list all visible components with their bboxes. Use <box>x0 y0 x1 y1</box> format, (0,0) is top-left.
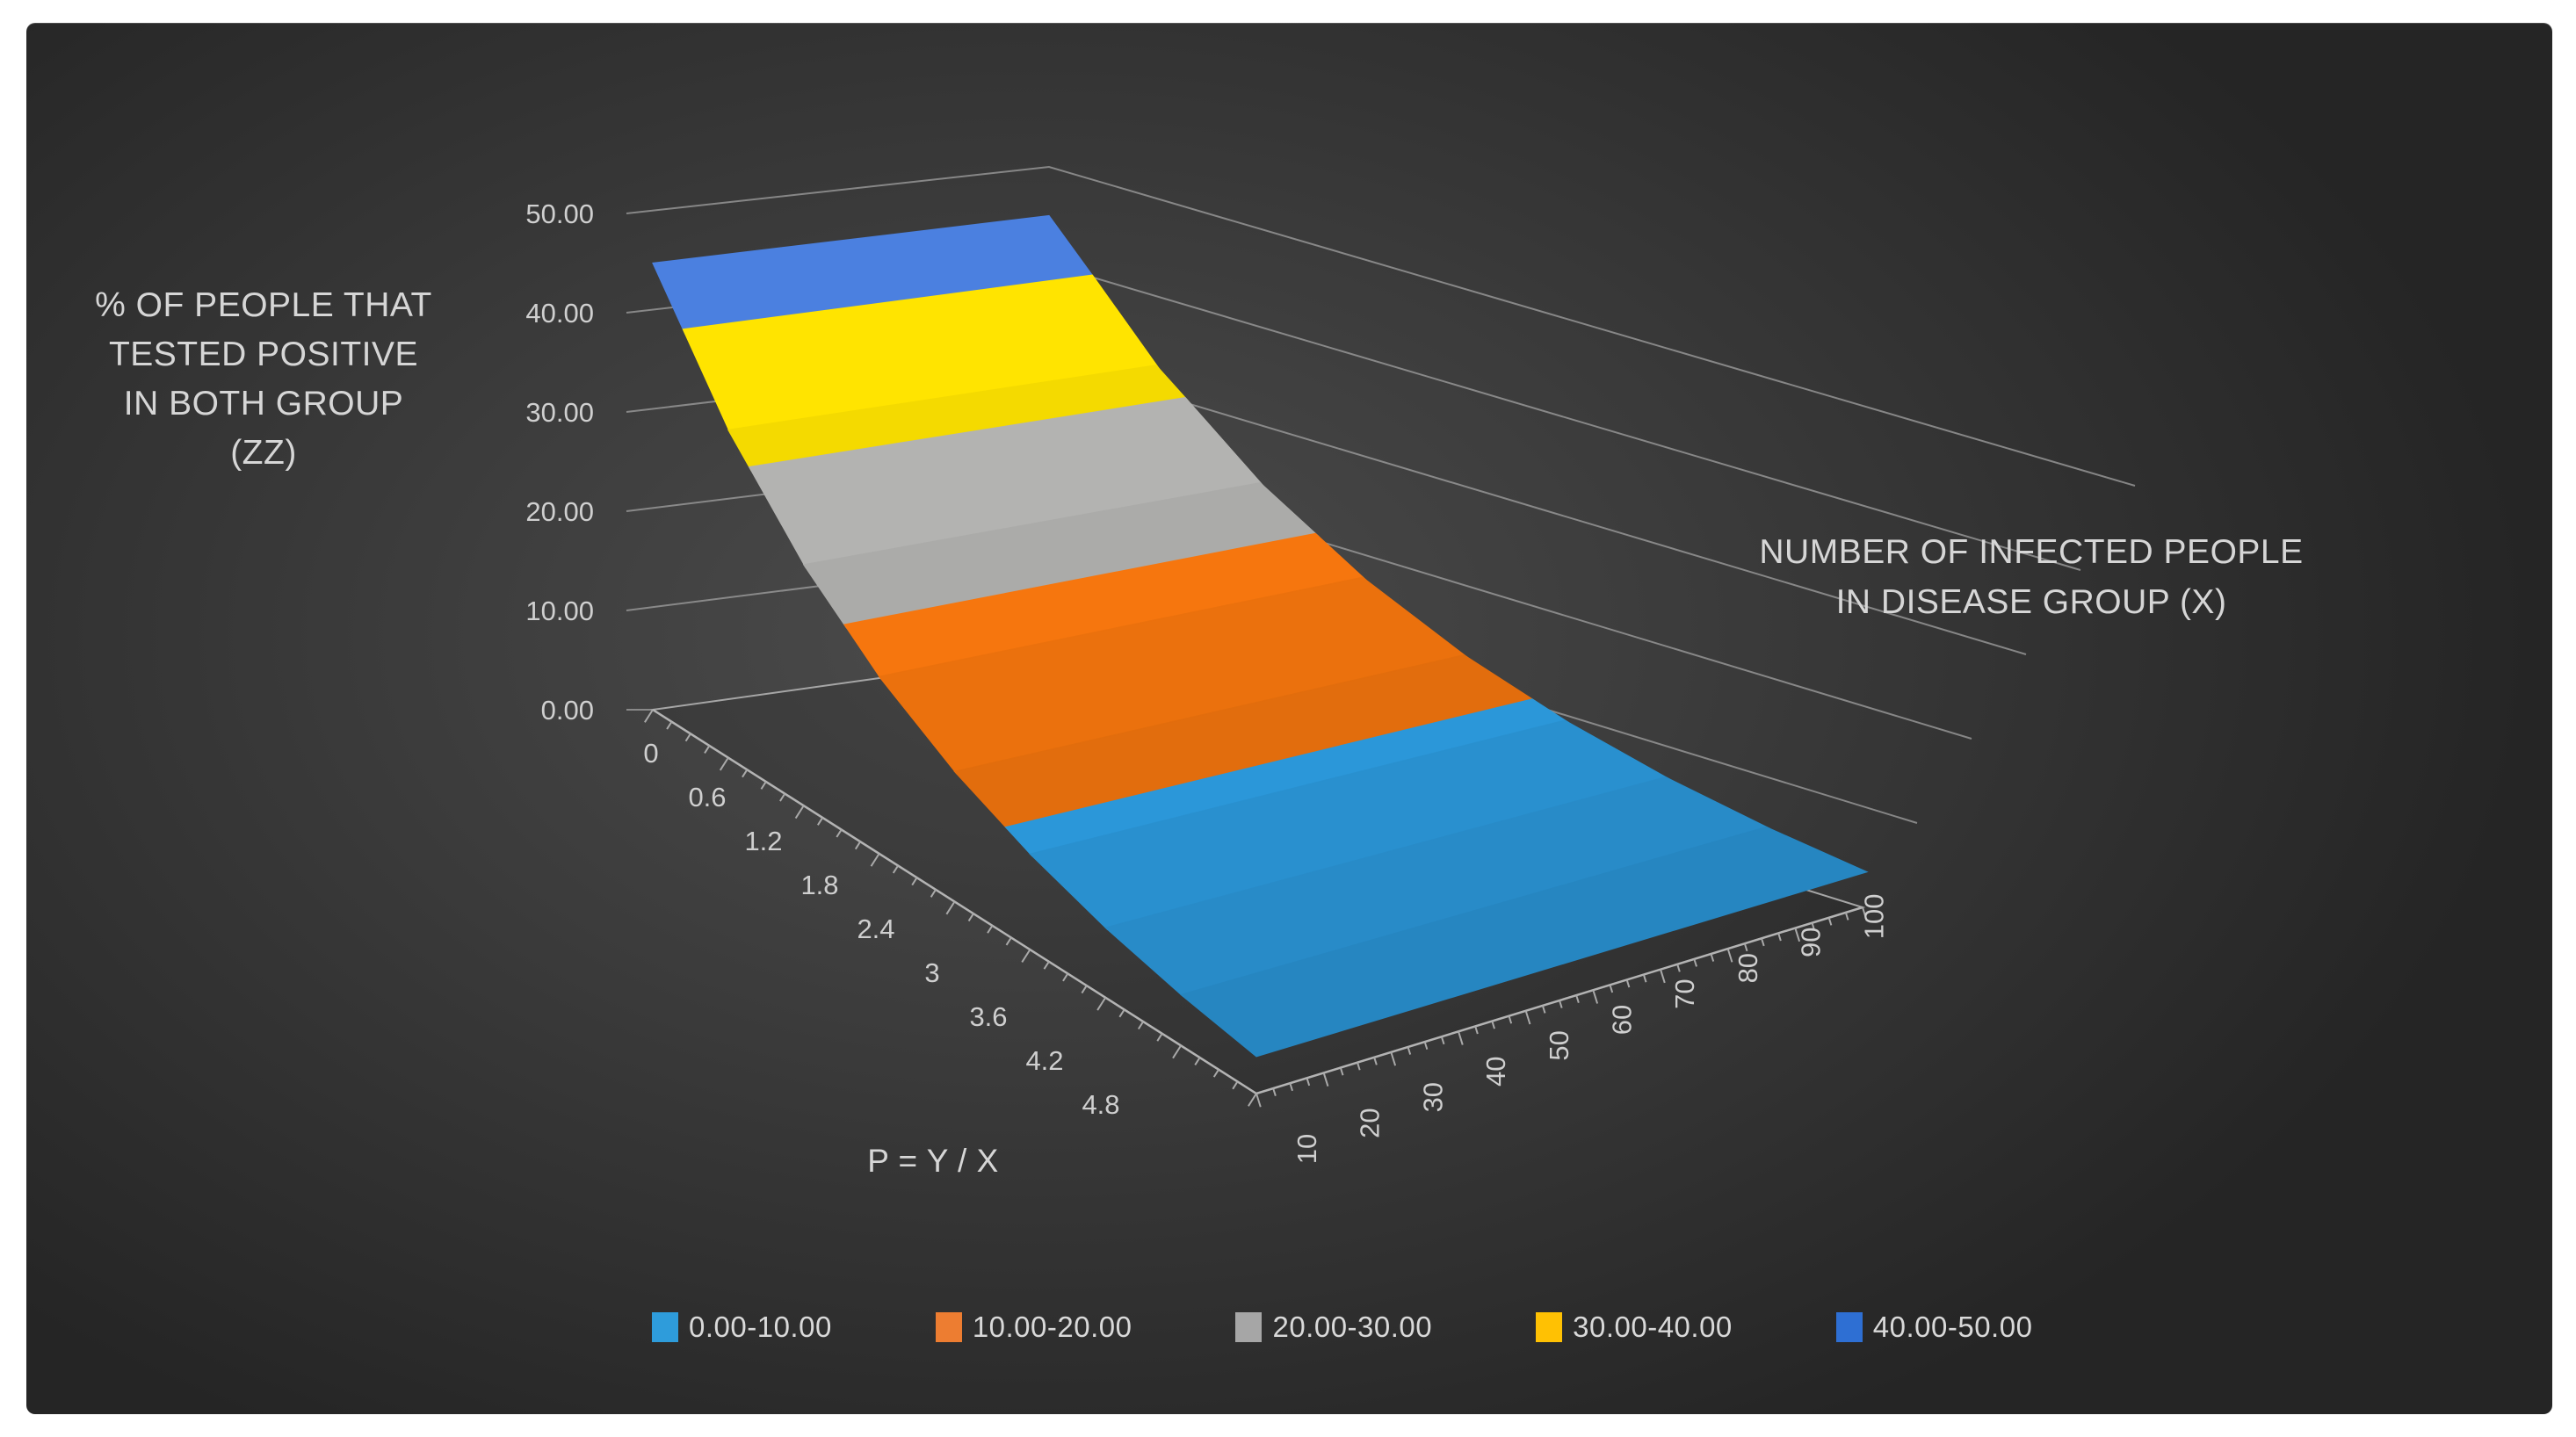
svg-text:3.6: 3.6 <box>969 1001 1007 1032</box>
legend-item-label: 10.00-20.00 <box>972 1311 1132 1343</box>
svg-text:70: 70 <box>1669 978 1700 1008</box>
svg-text:10: 10 <box>1292 1134 1322 1164</box>
svg-text:100: 100 <box>1858 894 1889 940</box>
svg-text:4.2: 4.2 <box>1025 1045 1063 1076</box>
z-axis-tick-labels: 0.00 10.00 20.00 30.00 40.00 50.00 <box>525 199 594 726</box>
legend-swatch-icon <box>1536 1312 1563 1342</box>
svg-text:1.2: 1.2 <box>744 826 782 856</box>
surface-band-segment <box>1179 826 1869 1058</box>
svg-text:40.00: 40.00 <box>525 298 594 329</box>
legend-swatch-icon <box>935 1312 962 1342</box>
svg-text:4.8: 4.8 <box>1082 1089 1119 1120</box>
svg-text:90: 90 <box>1796 928 1827 957</box>
svg-text:1.8: 1.8 <box>800 870 838 900</box>
legend-item-label: 40.00-50.00 <box>1872 1311 2033 1343</box>
svg-text:30.00: 30.00 <box>525 397 594 428</box>
legend-item[interactable]: 20.00-30.00 <box>1235 1311 1432 1344</box>
svg-text:0.6: 0.6 <box>688 782 726 812</box>
axis-lines <box>644 708 1868 1108</box>
legend-item-label: 0.00-10.00 <box>689 1311 832 1343</box>
svg-text:40: 40 <box>1480 1057 1511 1087</box>
svg-text:20.00: 20.00 <box>525 496 594 527</box>
legend-item[interactable]: 40.00-50.00 <box>1835 1311 2033 1344</box>
legend-item[interactable]: 30.00-40.00 <box>1536 1311 1733 1344</box>
legend-swatch-icon <box>1835 1312 1863 1342</box>
z-axis-title[interactable]: % OF PEOPLE THAT TESTED POSITIVE IN BOTH… <box>95 286 432 472</box>
x-axis-tick-labels: 10 20 30 40 50 60 70 80 90 100 <box>1292 894 1889 1165</box>
x-axis-title[interactable]: NUMBER OF INFECTED PEOPLE IN DISEASE GRO… <box>1759 533 2304 621</box>
depth-axis-tick-labels: 0 0.6 1.2 1.8 2.4 3 3.6 4.2 4.8 <box>643 738 1119 1120</box>
surface-series[interactable] <box>652 214 1869 1058</box>
svg-text:60: 60 <box>1607 1005 1638 1035</box>
svg-text:2.4: 2.4 <box>857 913 894 944</box>
svg-text:0.00: 0.00 <box>541 695 594 726</box>
svg-text:30: 30 <box>1417 1082 1448 1112</box>
svg-text:3: 3 <box>924 957 939 988</box>
svg-text:80: 80 <box>1733 953 1763 983</box>
svg-text:20: 20 <box>1355 1108 1386 1137</box>
svg-text:50.00: 50.00 <box>525 199 594 229</box>
svg-text:10.00: 10.00 <box>525 596 594 626</box>
legend-swatch-icon <box>1235 1312 1263 1342</box>
p-axis-title[interactable]: P = Y / X <box>867 1143 999 1179</box>
svg-text:50: 50 <box>1544 1030 1574 1060</box>
legend-item-label: 20.00-30.00 <box>1272 1311 1433 1343</box>
svg-text:0: 0 <box>643 738 658 769</box>
legend-item-label: 30.00-40.00 <box>1573 1311 1733 1343</box>
legend-swatch-icon <box>652 1312 678 1342</box>
legend-item[interactable]: 10.00-20.00 <box>935 1311 1132 1344</box>
legend-item[interactable]: 0.00-10.00 <box>652 1311 832 1344</box>
legend: 0.00-10.00 10.00-20.00 20.00-30.00 30.00-40… <box>652 1311 2032 1344</box>
